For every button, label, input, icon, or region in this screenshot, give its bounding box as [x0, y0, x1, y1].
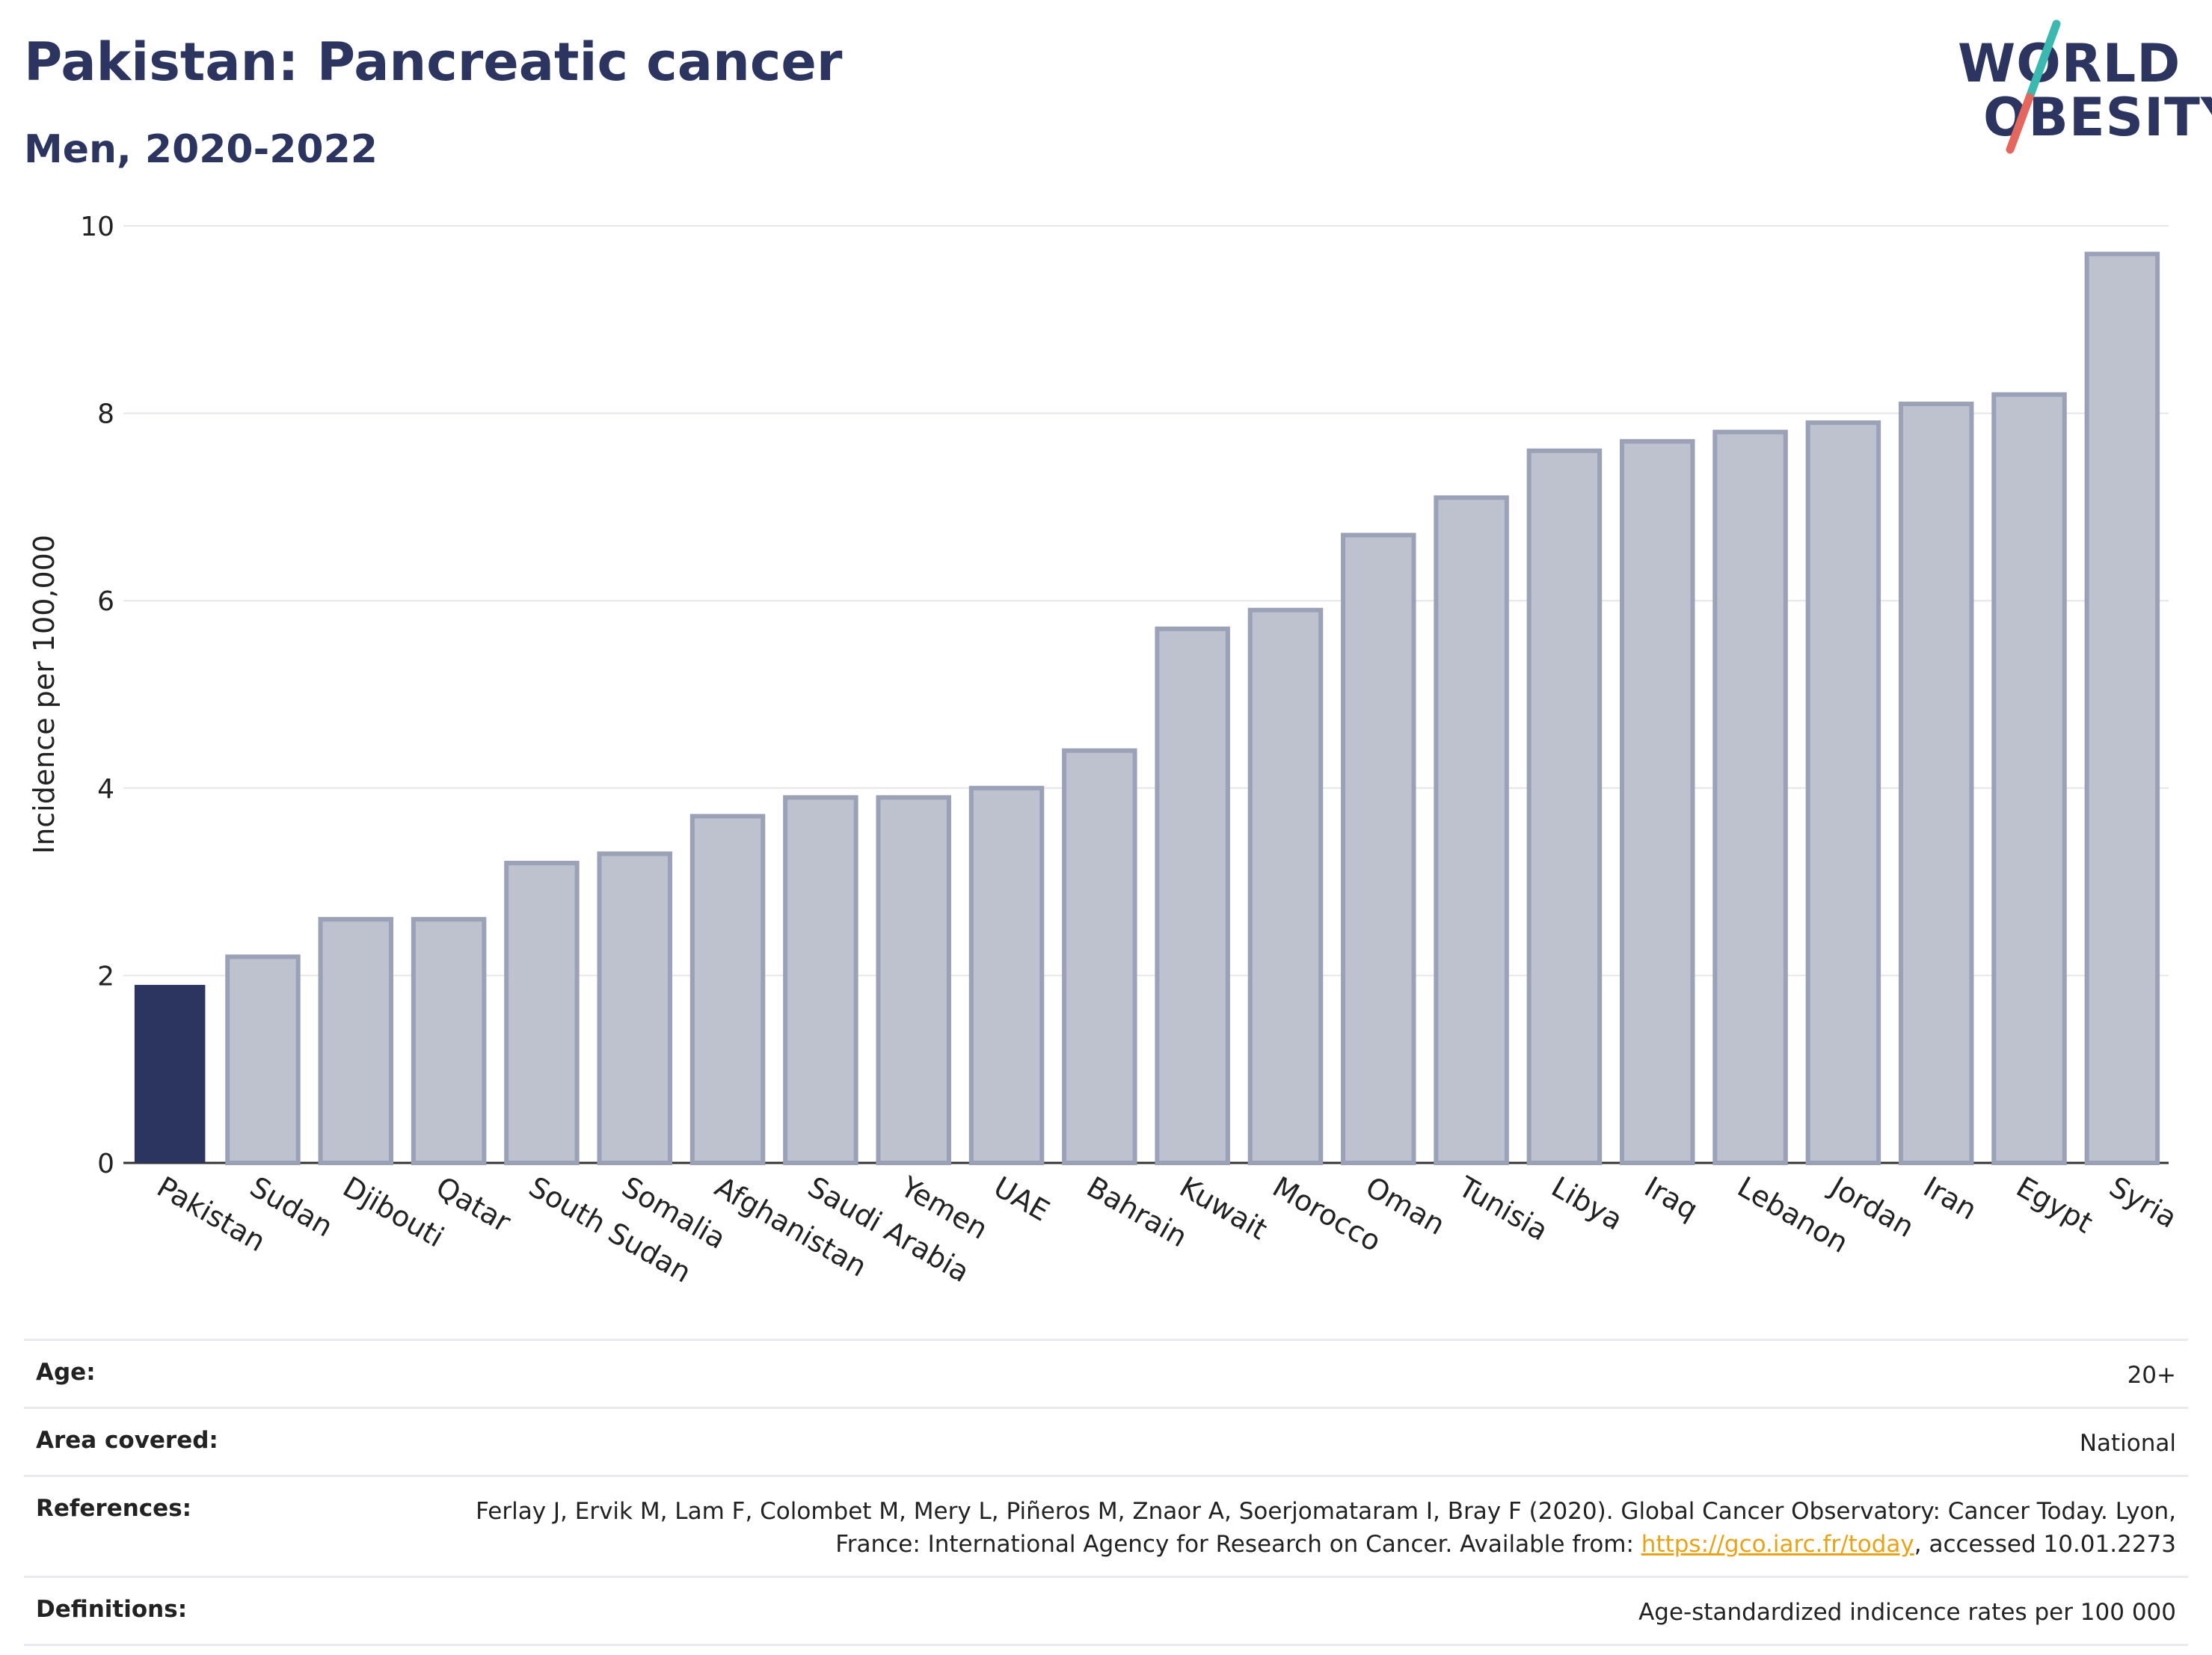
chart-subtitle: Men, 2020-2022: [24, 127, 378, 172]
y-tick-label: 4: [97, 774, 114, 805]
bar-saudi-arabia: [783, 795, 858, 1165]
bar-sudan: [225, 954, 301, 1165]
references-link[interactable]: https://gco.iarc.fr/today: [1641, 1531, 1914, 1558]
bars: [134, 251, 2160, 1166]
bar-afghanistan: [689, 814, 766, 1165]
definitions-label: Definitions:: [36, 1596, 188, 1623]
info-row-area: Area covered: National: [24, 1407, 2188, 1475]
bar-somalia: [597, 851, 672, 1165]
references-text-1: Ferlay J, Ervik M, Lam F, Colombet M, Me…: [476, 1498, 2176, 1558]
bar-jordan: [1805, 420, 1881, 1165]
y-tick-label: 10: [80, 212, 114, 242]
x-tick-label: Iraq: [1639, 1170, 1703, 1226]
y-tick-label: 6: [97, 586, 114, 617]
x-tick-label: Libya: [1546, 1170, 1628, 1237]
x-tick-label: Egypt: [2011, 1170, 2098, 1240]
bar-south-sudan: [504, 861, 580, 1166]
y-axis-title: Incidence per 100,000: [28, 535, 61, 854]
bar-iran: [1898, 402, 1974, 1165]
x-tick-label: Iran: [1918, 1170, 1982, 1226]
bar-tunisia: [1434, 495, 1509, 1165]
y-tick-label: 0: [97, 1149, 114, 1179]
chart-title: Pakistan: Pancreatic cancer: [24, 31, 843, 93]
bar-morocco: [1247, 607, 1324, 1165]
logo-line-1: WORLD: [1958, 33, 2181, 94]
y-tick-label: 8: [97, 399, 114, 430]
logo-slash-icon: [2006, 19, 2061, 154]
bar-syria: [2084, 251, 2160, 1166]
x-tick-label: Tunisia: [1452, 1170, 1553, 1247]
x-tick-label: Bahrain: [1081, 1170, 1193, 1254]
bar-pakistan: [134, 984, 206, 1163]
info-table: Age: 20+ Area covered: National Referenc…: [24, 1339, 2188, 1646]
age-value: 20+: [2127, 1362, 2176, 1389]
info-row-age: Age: 20+: [24, 1339, 2188, 1407]
world-obesity-logo: WORLD OBESITY: [1944, 15, 2212, 165]
x-tick-label: UAE: [989, 1170, 1055, 1228]
area-label: Area covered:: [36, 1427, 218, 1454]
info-row-definitions: Definitions: Age-standardized indicence …: [24, 1576, 2188, 1646]
references-value: Ferlay J, Ervik M, Lam F, Colombet M, Me…: [456, 1495, 2176, 1561]
bar-yemen: [876, 795, 951, 1165]
definitions-value: Age-standardized indicence rates per 100…: [1638, 1599, 2176, 1626]
y-tick-label: 2: [97, 961, 114, 992]
x-tick-label: Kuwait: [1174, 1170, 1273, 1247]
area-value: National: [2079, 1430, 2176, 1457]
bar-bahrain: [1062, 748, 1137, 1165]
references-text-2: , accessed 10.01.2273: [1914, 1531, 2176, 1558]
x-tick-label: Djibouti: [337, 1170, 449, 1254]
bar-lebanon: [1712, 429, 1788, 1165]
bar-djibouti: [318, 917, 394, 1165]
references-label: References:: [36, 1495, 192, 1522]
info-row-references: References: Ferlay J, Ervik M, Lam F, Co…: [24, 1475, 2188, 1576]
bar-qatar: [411, 917, 487, 1165]
bar-iraq: [1620, 439, 1695, 1165]
age-label: Age:: [36, 1359, 96, 1386]
bar-egypt: [1991, 392, 2067, 1165]
x-tick-label: Syria: [2104, 1170, 2182, 1235]
bar-kuwait: [1155, 626, 1230, 1165]
bar-oman: [1341, 532, 1416, 1165]
bar-uae: [968, 785, 1045, 1166]
bar-libya: [1526, 448, 1603, 1165]
